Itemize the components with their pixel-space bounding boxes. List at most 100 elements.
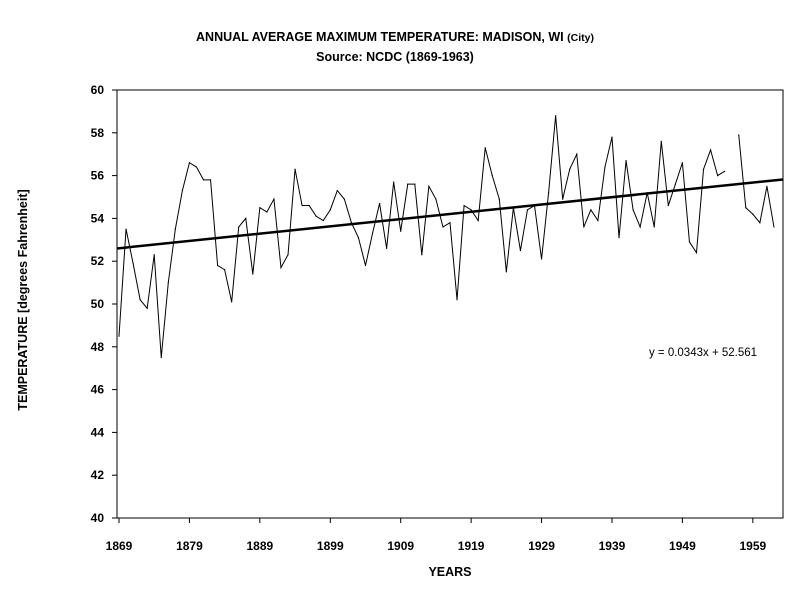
data-point [583, 226, 585, 228]
data-point [421, 254, 423, 256]
data-point [336, 189, 338, 192]
data-point [160, 356, 162, 359]
data-point [709, 149, 712, 151]
data-point [329, 209, 331, 211]
data-point [667, 204, 669, 207]
data-point [555, 115, 557, 117]
data-point [576, 153, 578, 155]
y-tick-label: 48 [91, 340, 105, 354]
chart-title-main: ANNUAL AVERAGE MAXIMUM TEMPERATURE: MADI… [196, 30, 564, 44]
data-point [456, 299, 458, 301]
data-point [209, 179, 212, 181]
data-point [625, 160, 627, 162]
data-point [378, 202, 381, 205]
data-point [400, 230, 402, 232]
data-point [315, 215, 317, 217]
data-point [294, 168, 296, 170]
data-point [132, 262, 134, 264]
data-point [322, 219, 324, 222]
data-point [139, 299, 141, 301]
x-tick-label: 1869 [106, 539, 133, 553]
plot-area [116, 89, 784, 519]
x-axis: 1869 1879 1889 1899 1909 1919 1929 1939 1949 1959 [106, 518, 766, 553]
data-point [231, 301, 233, 303]
data-point [618, 237, 620, 239]
y-tick-label: 58 [91, 126, 105, 140]
data-point [371, 232, 374, 234]
data-point [639, 226, 641, 228]
chart-title-suffix: (City) [567, 32, 594, 44]
data-point [364, 264, 367, 267]
data-point [717, 175, 719, 177]
trendline [116, 178, 784, 250]
data-point [407, 183, 409, 185]
data-point [442, 226, 444, 228]
data-point [695, 252, 698, 254]
x-tick-label: 1879 [176, 539, 203, 553]
trendline-equation: y = 0.0343x + 52.561 [649, 347, 757, 359]
data-point [463, 204, 465, 207]
data-point [202, 179, 205, 181]
data-point [702, 168, 705, 170]
data-point [773, 226, 775, 228]
data-point [174, 228, 176, 230]
data-point [604, 166, 606, 168]
data-point [280, 267, 282, 269]
y-tick-label: 40 [91, 511, 105, 525]
data-point [752, 213, 754, 215]
y-tick-label: 44 [91, 425, 105, 439]
data-point [414, 183, 416, 185]
data-point [301, 204, 303, 207]
data-point [252, 273, 254, 275]
data-point [357, 237, 360, 239]
data-point [125, 228, 127, 230]
y-tick-label: 54 [91, 211, 105, 225]
chart-title: ANNUAL AVERAGE MAXIMUM TEMPERATURE: MADI… [196, 30, 594, 44]
data-point [449, 222, 451, 224]
data-point [308, 204, 310, 207]
data-point [393, 181, 395, 183]
data-point [724, 170, 726, 172]
data-point [477, 219, 479, 222]
data-point [660, 140, 662, 142]
y-tick-label: 42 [91, 468, 105, 482]
data-point [167, 282, 169, 284]
y-tick-label: 60 [91, 83, 105, 97]
data-point [540, 258, 543, 260]
x-tick-label: 1909 [387, 539, 414, 553]
chart-subtitle: Source: NCDC (1869-1963) [316, 50, 474, 64]
x-tick-label: 1959 [739, 539, 766, 553]
data-point [259, 207, 261, 209]
x-tick-label: 1949 [669, 539, 696, 553]
x-tick-label: 1899 [317, 539, 344, 553]
data-point [519, 249, 522, 252]
data-point [216, 264, 219, 267]
data-point [146, 307, 148, 309]
y-tick-label: 46 [91, 383, 105, 397]
data-point [224, 269, 226, 271]
data-point [386, 247, 388, 249]
data-point [266, 211, 268, 213]
y-tick-label: 52 [91, 254, 105, 268]
x-axis-label: YEARS [428, 565, 471, 579]
data-point [343, 198, 345, 200]
data-point [681, 162, 684, 164]
data-point [738, 134, 740, 136]
data-point [547, 192, 550, 194]
x-tick-label: 1929 [528, 539, 555, 553]
data-point [590, 209, 592, 211]
data-point [273, 198, 275, 200]
data-point [491, 175, 493, 177]
temperature-series-line [738, 134, 775, 228]
data-point [611, 136, 613, 138]
data-point [562, 198, 564, 200]
x-tick-label: 1919 [458, 539, 485, 553]
data-point [428, 185, 430, 187]
data-point [188, 162, 191, 164]
data-point [569, 168, 571, 170]
data-point [766, 185, 768, 187]
data-point [245, 217, 247, 219]
data-point [674, 183, 676, 185]
data-point [759, 222, 761, 224]
